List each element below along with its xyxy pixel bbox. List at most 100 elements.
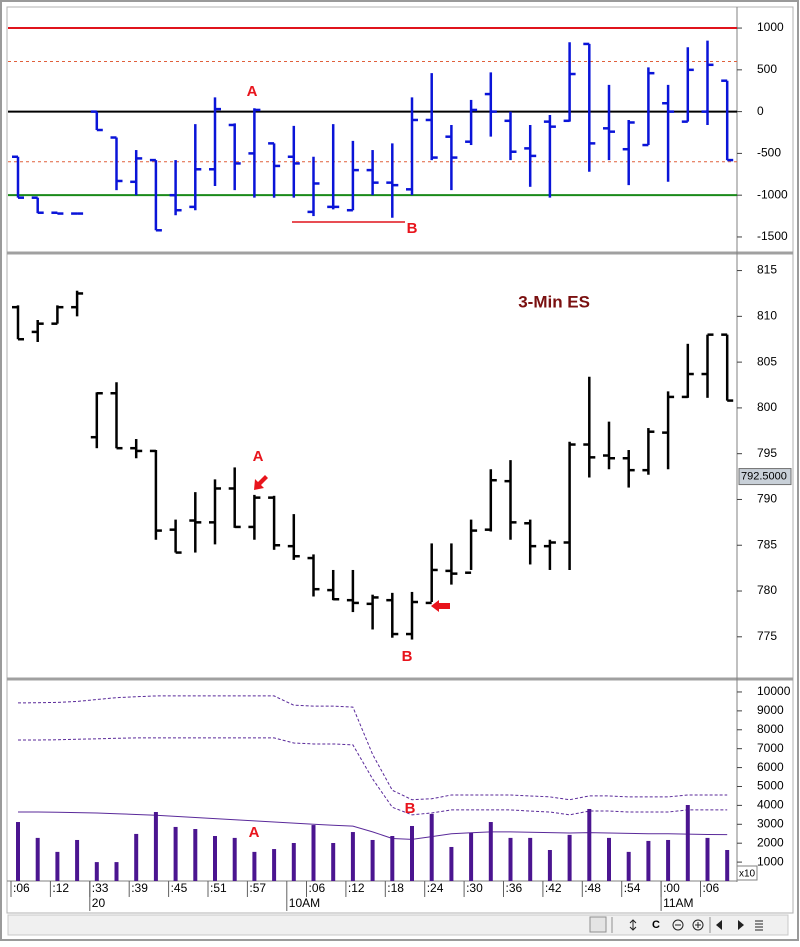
- plot-frame: [6, 6, 794, 914]
- menu-button[interactable]: [755, 920, 763, 931]
- x-tick-label: :54: [624, 881, 641, 895]
- volume-bar: [488, 822, 493, 881]
- y-tick-label: 785: [757, 537, 777, 551]
- y-tick-label: 810: [757, 309, 777, 323]
- y-tick-label: 7000: [757, 741, 784, 755]
- y-tick-label: 3000: [757, 816, 784, 830]
- volume-bar: [449, 846, 454, 881]
- volume-bar: [114, 862, 119, 881]
- x-tick-label: :12: [348, 881, 365, 895]
- x-major-label: 10AM: [289, 896, 320, 910]
- x-tick-label: :30: [466, 881, 483, 895]
- zoom-out-button[interactable]: [672, 919, 684, 931]
- volume-bar: [508, 837, 513, 881]
- y-tick-label: -1500: [757, 229, 788, 243]
- volume-bar: [547, 849, 552, 881]
- x-tick-label: :12: [52, 881, 69, 895]
- scroll-left-button[interactable]: [716, 920, 722, 930]
- volume-bar: [705, 837, 710, 881]
- volume-bar: [213, 836, 217, 881]
- x-major-label: 20: [92, 896, 106, 910]
- annotation: A: [249, 824, 260, 841]
- zoom-in-button[interactable]: [692, 919, 704, 931]
- y-tick-label: 795: [757, 446, 777, 460]
- x-tick-label: :00: [663, 881, 680, 895]
- volume-bar: [153, 812, 158, 881]
- volume-bar: [567, 834, 572, 881]
- annotation-arrow: [431, 600, 450, 612]
- y-tick-label: 805: [757, 354, 777, 368]
- multiplier-box: [736, 865, 758, 881]
- x-tick-label: :18: [387, 881, 404, 895]
- y-tick-label: 4000: [757, 798, 784, 812]
- y-tick-label: 0: [757, 104, 764, 118]
- y-tick-label: -1000: [757, 187, 788, 201]
- y-tick-label: 800: [757, 400, 777, 414]
- volume-bar: [272, 849, 277, 881]
- volume-bar: [646, 840, 651, 881]
- x-tick-label: :48: [584, 881, 601, 895]
- y-tick-label: 8000: [757, 722, 784, 736]
- x-tick-label: :24: [427, 881, 444, 895]
- volume-bar: [666, 839, 671, 881]
- scroll-thumb[interactable]: [589, 916, 607, 933]
- average-line: [18, 811, 728, 840]
- x-tick-label: :45: [171, 881, 188, 895]
- x-major-label: 11AM: [663, 896, 693, 910]
- volume-bar: [350, 832, 355, 881]
- y-tick-label: 815: [757, 263, 777, 277]
- zoom-in-icon: [692, 919, 704, 931]
- y-tick-label: 1000: [757, 854, 784, 868]
- reset-button[interactable]: C: [652, 919, 660, 931]
- volume-bar: [528, 837, 533, 881]
- x-tick-label: :06: [703, 881, 720, 895]
- chart-title: 3-Min ES: [518, 292, 590, 311]
- volume-bar: [311, 825, 316, 881]
- x-tick-label: :36: [506, 881, 523, 895]
- x-tick-label: :06: [13, 881, 30, 895]
- autoscale-button[interactable]: [629, 919, 637, 931]
- volume-bar: [193, 829, 198, 881]
- annotation: B: [405, 800, 416, 817]
- volume-bar: [587, 808, 592, 881]
- y-tick-label: 1000: [757, 20, 784, 34]
- last-price-tag: [738, 468, 792, 486]
- volume-bar: [291, 843, 296, 881]
- volume-bar: [173, 826, 178, 881]
- x-tick-label: :42: [545, 881, 562, 895]
- zoom-in-icon: [695, 922, 701, 928]
- zoom-out-icon: [672, 919, 684, 931]
- y-tick-label: 10000: [757, 684, 791, 698]
- volume-multiplier: x10: [739, 869, 756, 880]
- y-tick-label: 5000: [757, 779, 784, 793]
- annotation: B: [407, 220, 418, 237]
- volume-bar: [370, 839, 375, 881]
- y-tick-label: 775: [757, 629, 777, 643]
- annotation: B: [402, 648, 413, 665]
- volume-bar: [134, 833, 139, 881]
- y-tick-label: 6000: [757, 760, 784, 774]
- y-tick-label: 500: [757, 62, 777, 76]
- volume-bar: [607, 837, 611, 881]
- volume-bar: [429, 813, 434, 881]
- scrollbar: [7, 914, 789, 936]
- volume-bar: [55, 851, 60, 881]
- x-tick-label: :06: [309, 881, 326, 895]
- volume-bar: [75, 839, 80, 881]
- volume-bar: [35, 837, 40, 881]
- volume-bar: [626, 851, 631, 881]
- annotation: A: [253, 448, 264, 465]
- volume-bar: [390, 836, 395, 881]
- annotation-arrow: [254, 475, 268, 490]
- x-tick-label: :33: [92, 881, 109, 895]
- volume-bar: [16, 822, 20, 881]
- volume-bar: [410, 825, 414, 881]
- volume-bar: [469, 832, 474, 881]
- volume-bar: [331, 843, 336, 881]
- last-price-label: 792.5000: [741, 470, 787, 482]
- scroll-right-button[interactable]: [738, 920, 744, 930]
- volume-bar: [725, 849, 730, 881]
- volume-bar: [94, 862, 99, 881]
